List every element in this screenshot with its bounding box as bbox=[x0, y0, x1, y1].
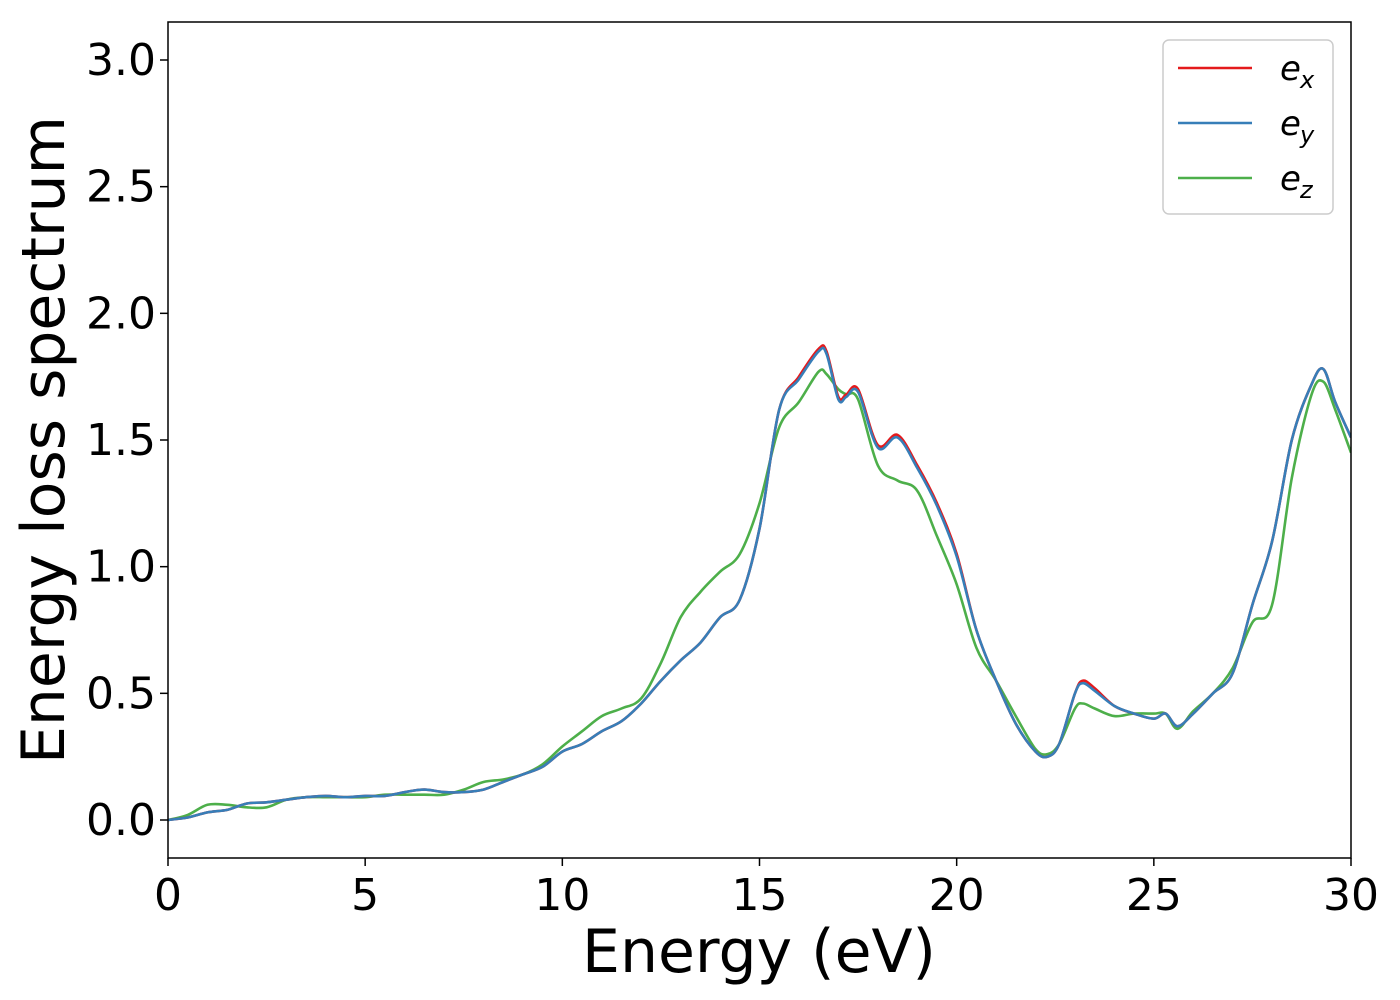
y-tick-label: 1.0 bbox=[86, 542, 156, 593]
y-tick-label: 1.5 bbox=[86, 415, 156, 466]
legend-subscript-x: x bbox=[1299, 66, 1315, 94]
y-axis: 0.0 0.5 1.0 1.5 2.0 2.5 3.0 bbox=[86, 35, 168, 846]
y-tick-label: 3.0 bbox=[86, 35, 156, 86]
x-tick-label: 30 bbox=[1323, 870, 1379, 921]
series-line-y bbox=[168, 346, 1351, 822]
x-axis-title: Energy (eV) bbox=[582, 917, 936, 987]
x-tick-label: 15 bbox=[732, 870, 788, 921]
x-tick-label: 25 bbox=[1126, 870, 1182, 921]
legend-label-x: e bbox=[1280, 49, 1301, 89]
x-tick-label: 20 bbox=[929, 870, 985, 921]
legend-label-z: e bbox=[1280, 159, 1301, 199]
legend: e xe ye z bbox=[1162, 39, 1334, 215]
y-axis-title: Energy loss spectrum bbox=[9, 116, 79, 764]
legend-label-y: e bbox=[1280, 104, 1301, 144]
legend-subscript-y: y bbox=[1299, 121, 1315, 149]
y-tick-label: 2.0 bbox=[86, 288, 156, 339]
x-tick-label: 10 bbox=[534, 870, 590, 921]
legend-box bbox=[1162, 39, 1334, 215]
y-tick-label: 0.0 bbox=[86, 795, 156, 846]
x-axis: 0 5 10 15 20 25 30 bbox=[154, 858, 1379, 921]
legend-subscript-z: z bbox=[1299, 176, 1314, 204]
x-tick-label: 0 bbox=[154, 870, 182, 921]
x-tick-label: 5 bbox=[351, 870, 379, 921]
y-tick-label: 2.5 bbox=[86, 162, 156, 213]
y-tick-label: 0.5 bbox=[86, 668, 156, 719]
